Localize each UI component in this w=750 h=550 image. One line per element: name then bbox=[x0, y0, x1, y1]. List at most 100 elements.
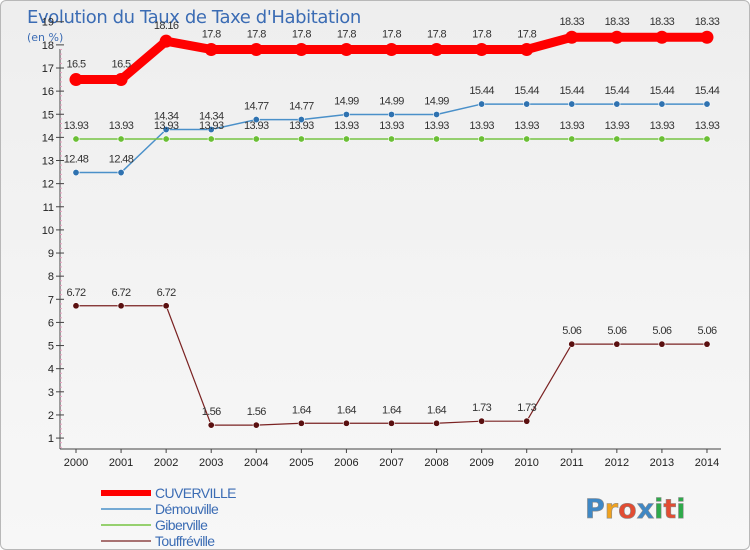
proxiti-logo: Proxiti bbox=[585, 494, 686, 525]
data-point bbox=[339, 42, 353, 56]
data-label: 6.72 bbox=[157, 287, 176, 299]
data-label: 18.33 bbox=[650, 16, 675, 28]
data-point bbox=[204, 42, 218, 56]
x-tick-label: 2003 bbox=[199, 457, 223, 469]
data-label: 18.33 bbox=[560, 16, 585, 28]
x-tick-label: 2005 bbox=[289, 457, 313, 469]
data-point bbox=[117, 169, 125, 177]
logo-letter: r bbox=[605, 494, 619, 525]
data-point bbox=[159, 34, 173, 48]
y-tick-label: 11 bbox=[43, 202, 54, 214]
data-point bbox=[387, 419, 395, 427]
y-tick-label: 3 bbox=[48, 387, 54, 399]
x-tick-label: 2000 bbox=[64, 457, 88, 469]
logo-letter: t bbox=[663, 494, 676, 525]
data-point bbox=[568, 135, 576, 143]
data-label: 16.5 bbox=[112, 59, 131, 71]
data-label: 13.93 bbox=[605, 120, 630, 132]
y-tick-label: 19 bbox=[42, 17, 54, 29]
data-label: 13.93 bbox=[469, 120, 494, 132]
legend-label: CUVERVILLE bbox=[155, 485, 236, 501]
data-label: 13.93 bbox=[64, 120, 89, 132]
data-label: 13.93 bbox=[154, 120, 179, 132]
data-label: 15.44 bbox=[560, 85, 585, 97]
data-label: 1.73 bbox=[472, 402, 491, 414]
data-point bbox=[610, 30, 624, 44]
data-point bbox=[700, 30, 714, 44]
data-label: 1.73 bbox=[517, 402, 536, 414]
data-point bbox=[478, 100, 486, 108]
data-label: 13.93 bbox=[650, 120, 675, 132]
data-point bbox=[433, 135, 441, 143]
data-point bbox=[252, 135, 260, 143]
data-label: 15.44 bbox=[514, 85, 539, 97]
data-point bbox=[207, 135, 215, 143]
data-label: 15.44 bbox=[605, 85, 630, 97]
data-label: 17.8 bbox=[292, 28, 311, 40]
data-label: 17.8 bbox=[337, 28, 356, 40]
y-tick-label: 6 bbox=[48, 317, 54, 329]
data-label: 16.5 bbox=[66, 59, 85, 71]
data-label: 1.64 bbox=[382, 404, 401, 416]
data-label: 17.8 bbox=[427, 28, 446, 40]
data-label: 13.93 bbox=[244, 120, 269, 132]
data-label: 1.64 bbox=[427, 404, 446, 416]
data-point bbox=[72, 135, 80, 143]
data-label: 12.48 bbox=[109, 154, 134, 166]
data-label: 14.99 bbox=[334, 95, 359, 107]
data-label: 14.99 bbox=[424, 95, 449, 107]
data-point bbox=[387, 110, 395, 118]
data-label: 13.93 bbox=[289, 120, 314, 132]
data-point bbox=[703, 340, 711, 348]
data-point bbox=[162, 126, 170, 134]
data-point bbox=[433, 419, 441, 427]
data-point bbox=[342, 419, 350, 427]
data-point bbox=[658, 135, 666, 143]
legend-label: Giberville bbox=[155, 517, 208, 533]
data-label: 17.8 bbox=[472, 28, 491, 40]
y-tick-label: 7 bbox=[48, 294, 54, 306]
data-point bbox=[162, 135, 170, 143]
data-point bbox=[523, 100, 531, 108]
data-point bbox=[114, 73, 128, 87]
x-tick-label: 2001 bbox=[109, 457, 133, 469]
data-label: 15.44 bbox=[650, 85, 675, 97]
data-point bbox=[69, 73, 83, 87]
data-label: 14.34 bbox=[154, 111, 179, 123]
data-point bbox=[658, 100, 666, 108]
data-label: 13.93 bbox=[695, 120, 720, 132]
data-point bbox=[565, 30, 579, 44]
logo-letter: i bbox=[676, 494, 685, 525]
data-point bbox=[297, 116, 305, 124]
x-tick-label: 2013 bbox=[650, 457, 674, 469]
data-point bbox=[342, 135, 350, 143]
x-tick-label: 2010 bbox=[514, 457, 538, 469]
data-label: 15.44 bbox=[469, 85, 494, 97]
data-point bbox=[703, 100, 711, 108]
data-point bbox=[207, 126, 215, 134]
chart-subtitle: (en %) bbox=[27, 31, 64, 44]
data-label: 17.8 bbox=[517, 28, 536, 40]
y-tick-label: 10 bbox=[42, 225, 54, 237]
y-tick-label: 9 bbox=[48, 248, 54, 260]
data-point bbox=[117, 135, 125, 143]
data-label: 13.93 bbox=[334, 120, 359, 132]
y-tick-label: 1 bbox=[48, 433, 54, 445]
x-tick-label: 2004 bbox=[244, 457, 268, 469]
data-label: 6.72 bbox=[66, 287, 85, 299]
logo-letter: P bbox=[585, 494, 605, 525]
data-point bbox=[252, 421, 260, 429]
data-label: 13.93 bbox=[424, 120, 449, 132]
data-point bbox=[520, 42, 534, 56]
logo-letter: i bbox=[654, 494, 663, 525]
y-tick-label: 4 bbox=[48, 364, 54, 376]
x-tick-label: 2014 bbox=[695, 457, 719, 469]
data-label: 14.77 bbox=[289, 101, 314, 113]
data-point bbox=[613, 135, 621, 143]
data-label: 13.93 bbox=[514, 120, 539, 132]
data-point bbox=[703, 135, 711, 143]
data-point bbox=[252, 116, 260, 124]
data-label: 1.64 bbox=[292, 404, 311, 416]
data-point bbox=[568, 340, 576, 348]
